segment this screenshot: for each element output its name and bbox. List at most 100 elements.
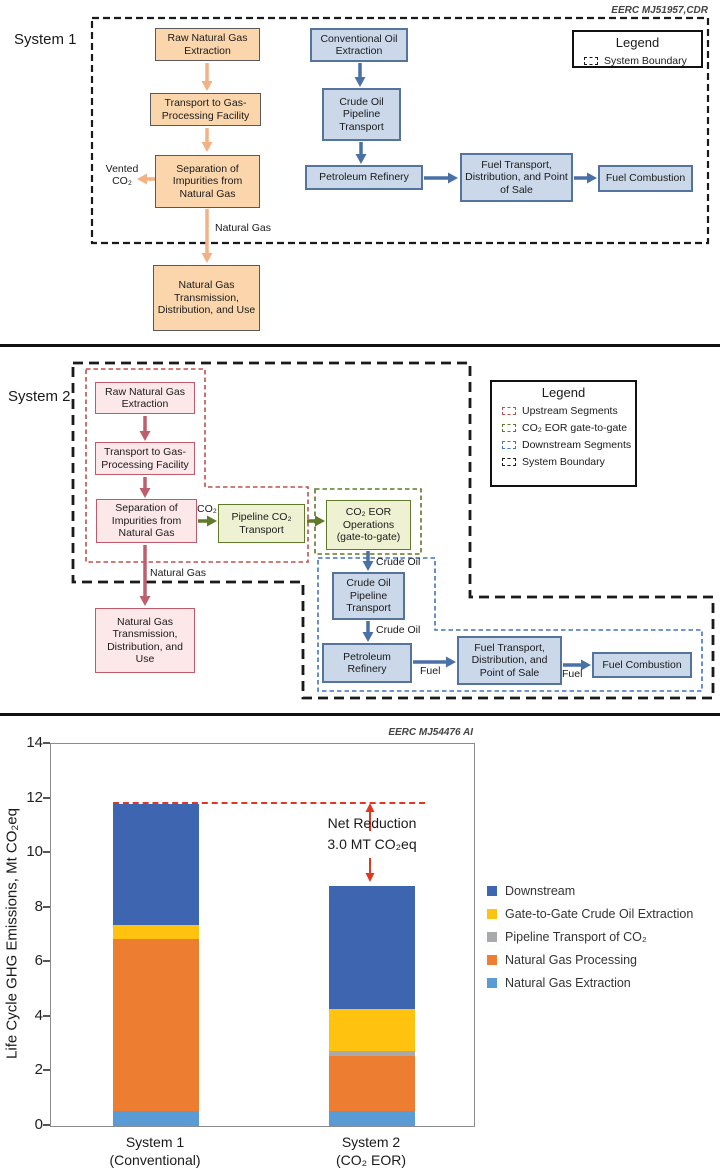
sys2-legend-item-label: Upstream Segments <box>522 405 618 417</box>
sys2-label-crude-oil-2: Crude Oil <box>376 624 421 636</box>
chart-annotation-line1: Net Reduction <box>327 815 417 831</box>
sys2-legend-item: System Boundary <box>502 456 635 468</box>
sys2-legend-item: CO₂ EOR gate-to-gate <box>502 422 635 434</box>
sys2-legend-item: Upstream Segments <box>502 405 635 417</box>
y-tick-mark <box>43 960 50 963</box>
y-tick-label: 14 <box>26 734 43 751</box>
divider-2 <box>0 713 720 716</box>
y-tick-mark <box>43 1124 50 1126</box>
chart-y-axis-label: Life Cycle GHG Emissions, Mt CO₂eq <box>3 808 21 1059</box>
y-tick-label: 6 <box>34 952 43 970</box>
x-category-label: System 1 (Conventional) <box>109 1134 201 1169</box>
y-tick-mark <box>43 905 50 908</box>
sys2-legend-item-label: System Boundary <box>522 456 605 468</box>
sys2-label-fuel-2: Fuel <box>562 668 583 680</box>
sys1-box-petroleum-refinery: Petroleum Refinery <box>305 165 423 190</box>
bar-segment-pipeline-transport-of-co- <box>329 1050 415 1057</box>
sys1-box-fuel-combustion: Fuel Combustion <box>598 165 693 192</box>
y-tick-mark <box>43 1069 50 1072</box>
sys1-label-vented-co2: Vented CO₂ <box>105 163 139 187</box>
sys2-label-co2: CO₂ <box>197 503 217 515</box>
x-category-label: System 2 (CO₂ EOR) <box>336 1134 406 1169</box>
sys2-legend-item-label: Downstream Segments <box>522 439 632 451</box>
y-tick-mark <box>43 851 50 854</box>
chart-legend-item: Natural Gas Extraction <box>487 975 693 990</box>
sys2-legend-item: Downstream Segments <box>502 439 635 451</box>
divider-1 <box>0 344 720 347</box>
sys2-box-co2-eor-operations: CO₂ EOR Operations (gate-to-gate) <box>326 500 411 550</box>
net-reduction-reference-line <box>113 802 425 805</box>
y-tick-label: 4 <box>34 1006 43 1024</box>
sys2-box-transport-to-gas-processing: Transport to Gas-Processing Facility <box>95 442 195 475</box>
chart-legend-label: Pipeline Transport of CO₂ <box>505 929 647 944</box>
sys1-box-natural-gas-transmission: Natural Gas Transmission, Distribution, … <box>153 265 260 331</box>
sys2-title: System 2 <box>8 388 71 405</box>
sys1-legend-title: Legend <box>615 35 660 50</box>
y-tick-mark <box>43 1014 50 1017</box>
bar-segment-natural-gas-processing <box>113 939 199 1111</box>
chart-legend-label: Downstream <box>505 883 576 898</box>
sys2-label-fuel-1: Fuel <box>420 665 441 677</box>
legend-swatch-icon <box>487 954 497 965</box>
system-boundary-dash-icon <box>584 57 598 65</box>
bar-segment-gate-to-gate-crude-oil-extraction <box>329 1008 415 1051</box>
chart-legend: Downstream Gate-to-Gate Crude Oil Extract… <box>487 884 693 999</box>
downstream-dash-icon <box>502 441 516 449</box>
y-tick-label: 0 <box>34 1116 43 1133</box>
legend-swatch-icon <box>487 885 497 896</box>
y-tick-label: 2 <box>34 1061 43 1079</box>
system-boundary-dash-icon <box>502 458 516 466</box>
sys1-label-natural-gas: Natural Gas <box>215 222 272 234</box>
sys2-legend-title: Legend <box>541 385 586 400</box>
chart-annotation-line2: 3.0 MT CO₂eq <box>327 836 417 852</box>
sys1-title: System 1 <box>14 31 77 48</box>
sys2-box-natural-gas-transmission: Natural Gas Transmission, Distribution, … <box>95 608 195 673</box>
sys1-box-conventional-oil-extraction: Conventional Oil Extraction <box>310 28 408 62</box>
sys1-box-fuel-transport-distribution: Fuel Transport, Distribution, and Point … <box>460 153 573 202</box>
chart-legend-item: Gate-to-Gate Crude Oil Extraction <box>487 906 694 921</box>
chart-legend-item: Natural Gas Processing <box>487 952 693 967</box>
chart-credit: EERC MJ54476 AI <box>388 727 473 738</box>
sys1-legend-item-label: System Boundary <box>604 55 687 67</box>
sys1-box-raw-natural-gas-extraction: Raw Natural Gas Extraction <box>155 28 260 61</box>
sys1-credit: EERC MJ51957,CDR <box>611 5 708 16</box>
eor-dash-icon <box>502 424 516 432</box>
chart-legend-item: Pipeline Transport of CO₂ <box>487 929 693 944</box>
sys2-box-fuel-transport-distribution: Fuel Transport, Distribution, and Point … <box>457 636 562 685</box>
bar-segment-gate-to-gate-crude-oil-extraction <box>113 925 199 940</box>
sys1-legend: Legend System Boundary <box>572 30 703 68</box>
sys2-label-natural-gas: Natural Gas <box>150 567 207 579</box>
legend-swatch-icon <box>487 931 497 942</box>
sys2-box-fuel-combustion: Fuel Combustion <box>592 652 692 678</box>
y-tick-mark <box>43 742 50 744</box>
sys2-legend-item-label: CO₂ EOR gate-to-gate <box>522 422 628 434</box>
sys2-box-pipeline-co2-transport: Pipeline CO₂ Transport <box>218 504 305 543</box>
sys1-box-transport-to-gas-processing: Transport to Gas-Processing Facility <box>150 93 261 126</box>
sys2-box-separation-of-impurities: Separation of Impurities from Natural Ga… <box>96 499 197 543</box>
bar-segment-natural-gas-extraction <box>329 1111 415 1126</box>
sys1-box-crude-oil-pipeline-transport: Crude Oil Pipeline Transport <box>322 88 401 141</box>
y-tick-label: 8 <box>34 897 43 915</box>
chart-legend-item: Downstream <box>487 883 693 898</box>
sys1-legend-item: System Boundary <box>584 55 701 67</box>
sys2-box-petroleum-refinery: Petroleum Refinery <box>322 643 412 683</box>
chart-legend-label: Gate-to-Gate Crude Oil Extraction <box>505 906 694 921</box>
upstream-dash-icon <box>502 407 516 415</box>
bar-segment-downstream <box>329 885 415 1009</box>
bar-segment-natural-gas-extraction <box>113 1111 199 1126</box>
bar-segment-natural-gas-processing <box>329 1056 415 1111</box>
y-tick-label: 10 <box>26 843 43 861</box>
y-tick-label: 12 <box>26 788 43 806</box>
chart-legend-label: Natural Gas Extraction <box>505 975 631 990</box>
sys1-box-separation-of-impurities: Separation of Impurities from Natural Ga… <box>155 155 260 208</box>
legend-swatch-icon <box>487 977 497 988</box>
y-tick-mark <box>43 796 50 799</box>
bar-segment-downstream <box>113 804 199 926</box>
chart-plot-area <box>50 743 475 1127</box>
sys2-box-crude-oil-pipeline-transport: Crude Oil Pipeline Transport <box>332 572 405 620</box>
sys2-label-crude-oil-1: Crude Oil <box>376 556 421 568</box>
sys2-box-raw-natural-gas-extraction: Raw Natural Gas Extraction <box>95 382 195 414</box>
chart-legend-label: Natural Gas Processing <box>505 952 638 967</box>
sys2-legend: Legend Upstream Segments CO₂ EOR gate-to… <box>490 380 637 487</box>
